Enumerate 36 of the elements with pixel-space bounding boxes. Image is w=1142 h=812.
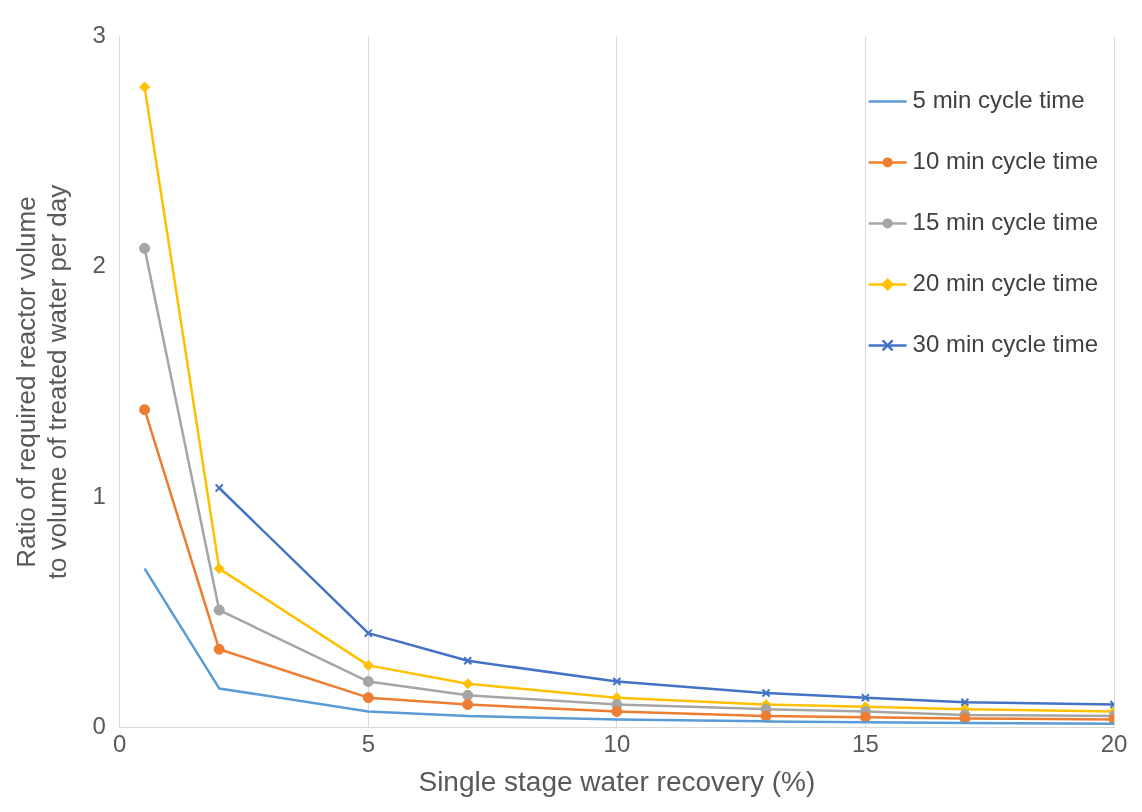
y-axis-title: Ratio of required reactor volume to volume of treated water per day <box>10 184 72 580</box>
x-tick-label: 20 <box>1100 729 1128 757</box>
x-tick-label: 10 <box>603 729 631 757</box>
point <box>213 604 225 616</box>
point <box>462 699 474 711</box>
x-axis-title: Single stage water recovery (%) <box>418 765 816 797</box>
point <box>462 689 474 701</box>
point <box>362 692 374 704</box>
point <box>612 676 622 687</box>
point <box>761 688 771 698</box>
x-tick-label: 15 <box>852 729 879 757</box>
x-tick-label: 0 <box>113 729 127 757</box>
point <box>760 710 772 722</box>
point <box>860 693 870 703</box>
legend-label: 15 min cycle time <box>912 208 1098 236</box>
point <box>139 404 151 416</box>
point <box>139 81 151 93</box>
legend-label: 10 min cycle time <box>912 147 1098 175</box>
x-tick-label: 5 <box>361 729 375 757</box>
point <box>363 628 373 638</box>
point <box>214 483 224 493</box>
point <box>960 697 970 707</box>
y-tick-label: 2 <box>92 251 106 279</box>
point <box>463 656 473 666</box>
legend-label: 20 min cycle time <box>912 269 1098 297</box>
point <box>139 242 151 254</box>
point <box>213 643 225 655</box>
point <box>213 563 225 575</box>
y-tick-label: 3 <box>92 21 106 49</box>
point <box>362 676 374 688</box>
point <box>611 705 623 717</box>
y-tick-label: 0 <box>92 712 106 740</box>
y-tick-label: 1 <box>92 481 106 509</box>
legend-label: 30 min cycle time <box>912 330 1098 358</box>
legend-label: 5 min cycle time <box>912 86 1085 114</box>
point <box>362 659 374 671</box>
